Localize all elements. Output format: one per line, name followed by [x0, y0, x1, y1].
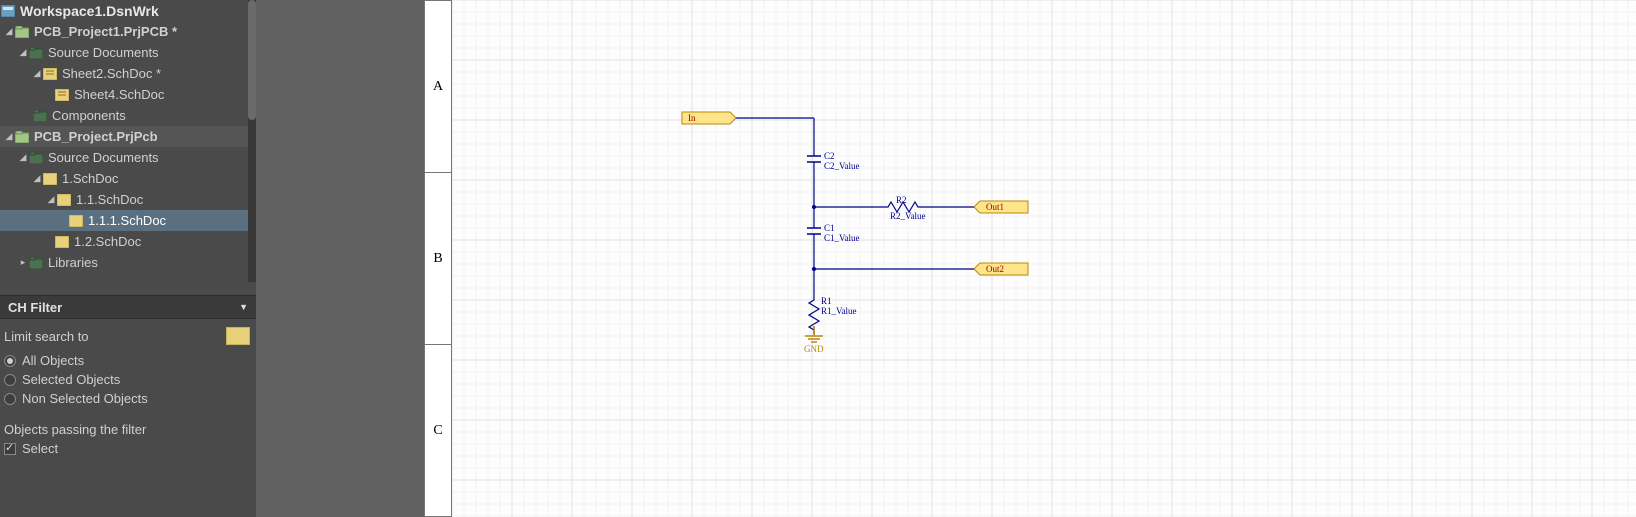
checkbox-icon: [4, 443, 16, 455]
svg-text:R1: R1: [821, 296, 832, 306]
document-node[interactable]: ◢ 1.SchDoc: [0, 168, 256, 189]
expander-icon[interactable]: ◢: [32, 174, 42, 183]
row-label-a: A: [424, 0, 451, 173]
row-label-b: B: [424, 173, 451, 345]
radio-all-objects[interactable]: All Objects: [4, 353, 250, 368]
svg-text:C2_Value: C2_Value: [824, 161, 860, 171]
expander-icon[interactable]: ◢: [46, 195, 56, 204]
sidebar-scrollbar[interactable]: [248, 0, 256, 282]
svg-text:C1_Value: C1_Value: [824, 233, 860, 243]
schematic-doc-icon: [42, 172, 58, 186]
document-node[interactable]: ◢ Sheet2.SchDoc *: [0, 63, 256, 84]
filter-panel-header[interactable]: CH Filter ▼: [0, 295, 256, 319]
svg-text:R1_Value: R1_Value: [821, 306, 857, 316]
schematic-canvas[interactable]: In Out1 Out2 C2C2_Value R2 R2_Value C1C1_Value…: [452, 0, 1636, 517]
row-label-column: A B C: [424, 0, 452, 517]
doc-label: 1.1.SchDoc: [76, 192, 143, 207]
schematic-doc-icon: [54, 88, 70, 102]
select-checkbox-row[interactable]: Select: [4, 441, 250, 456]
workspace-node[interactable]: Workspace1.DsnWrk: [0, 0, 256, 21]
folder-node[interactable]: ◢ Source Documents: [0, 147, 256, 168]
filter-panel-title: CH Filter: [8, 300, 62, 315]
folder-icon: [28, 256, 44, 270]
schematic-doc-icon: [54, 235, 70, 249]
expander-icon[interactable]: ◢: [4, 132, 14, 141]
folder-label: Source Documents: [48, 150, 159, 165]
svg-text:R2_Value: R2_Value: [890, 211, 926, 221]
row-label-c: C: [424, 345, 451, 517]
radio-label: All Objects: [22, 353, 84, 368]
svg-text:C2: C2: [824, 151, 835, 161]
radio-label: Selected Objects: [22, 372, 120, 387]
document-node-selected[interactable]: 1.1.1.SchDoc: [0, 210, 256, 231]
scrollbar-thumb[interactable]: [248, 0, 256, 120]
folder-icon: [28, 151, 44, 165]
schematic-doc-icon: [68, 214, 84, 228]
folder-node[interactable]: ▸ Libraries: [0, 252, 256, 273]
expander-icon[interactable]: ◢: [32, 69, 42, 78]
expander-icon[interactable]: ◢: [18, 153, 28, 162]
folder-icon: [28, 46, 44, 60]
svg-text:Out1: Out1: [986, 202, 1004, 212]
doc-label: 1.2.SchDoc: [74, 234, 141, 249]
editor-gutter: [256, 0, 424, 517]
expander-icon[interactable]: ◢: [18, 48, 28, 57]
radio-nonselected-objects[interactable]: Non Selected Objects: [4, 391, 250, 406]
dropdown-icon[interactable]: ▼: [239, 302, 248, 312]
project-label: PCB_Project1.PrjPCB *: [34, 24, 177, 39]
radio-icon: [4, 393, 16, 405]
document-node[interactable]: ◢ 1.1.SchDoc: [0, 189, 256, 210]
doc-label: 1.1.1.SchDoc: [88, 213, 166, 228]
expander-icon[interactable]: ▸: [18, 258, 28, 267]
expander-icon[interactable]: ◢: [4, 27, 14, 36]
project-label: PCB_Project.PrjPcb: [34, 129, 158, 144]
radio-label: Non Selected Objects: [22, 391, 148, 406]
doc-label: 1.SchDoc: [62, 171, 118, 186]
project-icon: [14, 25, 30, 39]
folder-label: Components: [52, 108, 126, 123]
workspace-label: Workspace1.DsnWrk: [20, 3, 159, 19]
folder-chip-icon[interactable]: [226, 327, 250, 345]
doc-label: Sheet4.SchDoc: [74, 87, 164, 102]
project-icon: [14, 130, 30, 144]
folder-node[interactable]: Components: [0, 105, 256, 126]
schematic-doc-icon: [42, 67, 58, 81]
checkbox-label: Select: [22, 441, 58, 456]
svg-text:R2: R2: [896, 195, 907, 205]
project-node[interactable]: ◢ PCB_Project1.PrjPCB *: [0, 21, 256, 42]
svg-text:C1: C1: [824, 223, 835, 233]
project-tree: Workspace1.DsnWrk ◢ PCB_Project1.PrjPCB …: [0, 0, 256, 281]
passing-filter-label: Objects passing the filter: [4, 422, 250, 437]
schematic-doc-icon: [56, 193, 72, 207]
folder-label: Source Documents: [48, 45, 159, 60]
svg-text:Out2: Out2: [986, 264, 1004, 274]
doc-label: Sheet2.SchDoc *: [62, 66, 161, 81]
radio-icon: [4, 374, 16, 386]
project-node[interactable]: ◢ PCB_Project.PrjPcb: [0, 126, 256, 147]
radio-selected-objects[interactable]: Selected Objects: [4, 372, 250, 387]
svg-text:GND: GND: [804, 344, 824, 354]
folder-icon: [32, 109, 48, 123]
limit-search-label: Limit search to: [4, 329, 89, 344]
workspace-icon: [0, 4, 16, 18]
folder-node[interactable]: ◢ Source Documents: [0, 42, 256, 63]
folder-label: Libraries: [48, 255, 98, 270]
svg-text:In: In: [688, 113, 696, 123]
document-node[interactable]: Sheet4.SchDoc: [0, 84, 256, 105]
radio-icon: [4, 355, 16, 367]
document-node[interactable]: 1.2.SchDoc: [0, 231, 256, 252]
filter-panel-body: Limit search to All Objects Selected Obj…: [0, 319, 256, 464]
